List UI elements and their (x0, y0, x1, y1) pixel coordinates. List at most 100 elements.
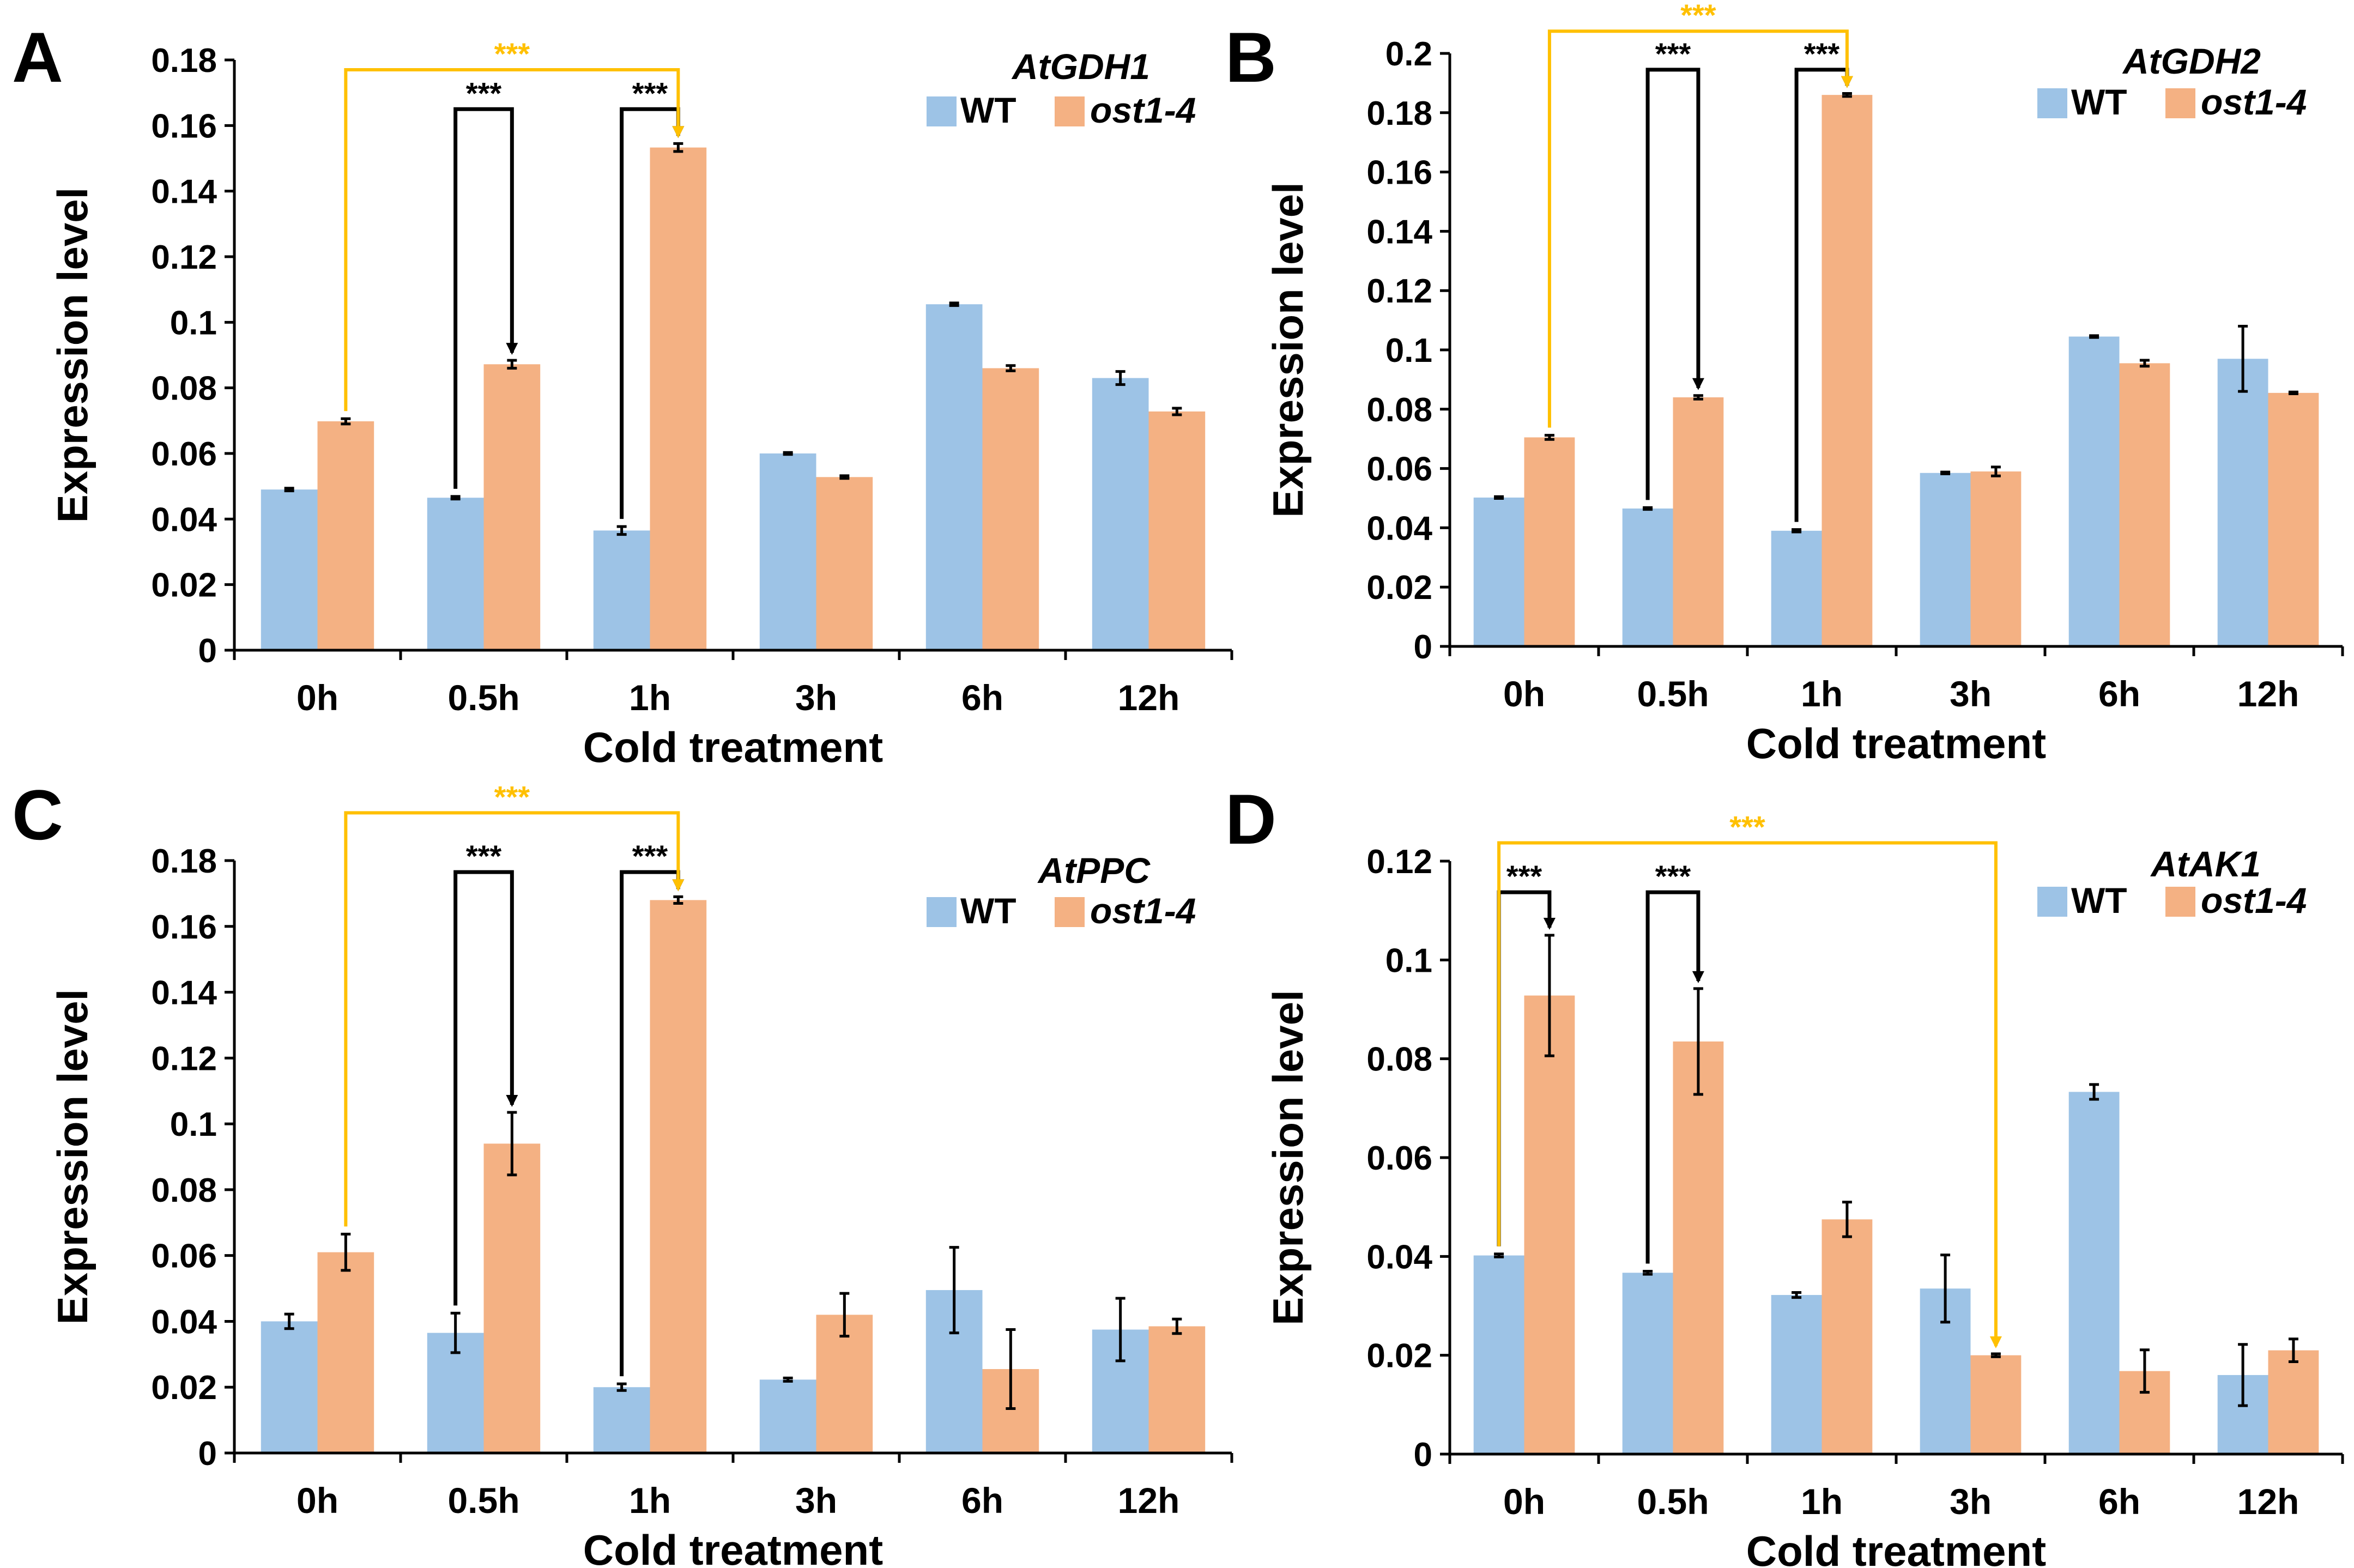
bracket-line (1645, 890, 1701, 1264)
error-bar (1792, 528, 1802, 534)
error-bar (507, 1111, 517, 1177)
y-tick-label: 0.14 (151, 974, 217, 1012)
bar-mutant-0h (317, 1252, 374, 1453)
x-tick-label: 0.5h (1637, 674, 1709, 714)
error-bar (949, 301, 959, 307)
legend-swatch-wt (927, 96, 957, 126)
x-tick-label: 3h (1950, 1481, 1992, 1522)
significance-bracket-near: *** (453, 839, 518, 1306)
bar-wt-6h (925, 304, 983, 650)
bracket-arrowhead (1841, 76, 1853, 88)
significance-bracket-near: *** (453, 76, 518, 489)
error-bar (1006, 364, 1016, 372)
y-tick-label: 0.04 (1366, 510, 1432, 547)
error-bar (2288, 1337, 2298, 1363)
legend-swatch-wt (2037, 88, 2067, 118)
bar-wt-0h (261, 1321, 318, 1453)
bracket-arrowhead (506, 343, 518, 355)
y-tick-label: 0.2 (1385, 35, 1432, 73)
legend-swatch-mutant (2165, 88, 2195, 118)
error-bar (1115, 1297, 1125, 1363)
significance-label: *** (1680, 0, 1716, 32)
bar-wt-0h (1473, 497, 1524, 646)
bracket-arrowhead (506, 1094, 518, 1107)
error-bar (1842, 92, 1852, 98)
bar-wt-0p5h (1622, 1273, 1673, 1454)
significance-label: *** (494, 779, 530, 814)
y-tick-label: 0.08 (151, 1172, 217, 1209)
significance-label: *** (1804, 37, 1840, 71)
y-tick-label: 0.06 (1366, 451, 1432, 488)
bracket-arrowhead (1543, 918, 1556, 930)
bar-mutant-0p5h (1673, 397, 1724, 646)
bracket-arrowhead (672, 126, 685, 138)
error-bar (1006, 1328, 1016, 1410)
legend-swatch-mutant (1055, 897, 1085, 927)
bar-mutant-6h (2119, 363, 2170, 646)
legend-label-wt: WT (960, 90, 1016, 130)
y-axis-title: Expression level (1264, 182, 1312, 518)
y-tick-label: 0 (1414, 1436, 1432, 1474)
x-tick-label: 12h (1118, 1480, 1180, 1521)
bar-mutant-3h (1970, 1355, 2022, 1454)
error-bar (341, 1232, 351, 1272)
error-bar (1494, 1252, 1504, 1258)
x-tick-label: 0.5h (1637, 1481, 1709, 1522)
y-tick-label: 0.14 (151, 173, 217, 211)
bracket-arrowhead (1692, 378, 1704, 390)
bar-wt-12h (1092, 378, 1149, 650)
bar-wt-3h (759, 453, 816, 650)
x-tick-label: 12h (1118, 677, 1180, 718)
x-tick-label: 12h (2237, 1481, 2299, 1522)
bar-wt-0h (1473, 1255, 1524, 1454)
y-tick-label: 0.18 (1366, 95, 1432, 132)
error-bar (673, 895, 683, 905)
panel-letter: D (1225, 779, 1276, 859)
bar-wt-6h (2068, 336, 2120, 646)
x-axis-title: Cold treatment (583, 723, 883, 771)
bar-mutant-1h (650, 900, 707, 1453)
y-tick-label: 0.08 (1366, 1041, 1432, 1079)
y-tick-label: 0.12 (1366, 273, 1432, 310)
panel-d: D 0 0.02 0.04 0.06 0.08 0.1 0.12 0h 0.5h 1h 3h 6h 12h… (1225, 779, 2344, 1568)
significance-label: *** (466, 76, 502, 110)
error-bar (2089, 334, 2099, 339)
error-bar (2238, 1343, 2248, 1407)
y-tick-label: 0.16 (1366, 154, 1432, 192)
y-tick-label: 0 (1414, 628, 1432, 666)
error-bar (839, 474, 850, 480)
bar-mutant-3h (1970, 471, 2022, 646)
panel-b: B 0 0.02 0.04 0.06 0.08 0.1 0.12 0.14 0.16 0.18 0.2… (1225, 0, 2344, 767)
x-tick-label: 0h (296, 1480, 338, 1521)
error-bar (783, 451, 793, 456)
error-bar (284, 487, 294, 493)
y-tick-label: 0 (198, 632, 217, 670)
legend-label-mutant: ost1-4 (1090, 891, 1196, 931)
significance-label: *** (632, 839, 668, 873)
bracket-line (453, 870, 514, 1306)
error-bar (1172, 1317, 1182, 1335)
error-bar (1990, 1352, 2001, 1358)
error-bar (1544, 434, 1554, 441)
error-bar (673, 142, 683, 153)
x-tick-label: 6h (2098, 674, 2140, 714)
bar-wt-3h (1920, 473, 1971, 646)
x-tick-label: 0h (1503, 674, 1545, 714)
y-tick-label: 0.04 (1366, 1238, 1432, 1276)
bar-mutant-0p5h (483, 1143, 541, 1453)
bar-wt-3h (759, 1379, 816, 1453)
bar-wt-1h (1771, 1295, 1822, 1454)
x-tick-label: 6h (961, 677, 1003, 718)
error-bar (2139, 359, 2150, 368)
y-tick-label: 0 (198, 1435, 217, 1473)
y-tick-label: 0.02 (151, 567, 217, 604)
panel-a: A 0 0.02 0.04 0.06 0.08 0.1 0.12 0.14 0.16 0.18 0h 0… (12, 17, 1233, 771)
significance-label: *** (1729, 809, 1765, 844)
gene-title: AtGDH1 (1011, 46, 1150, 87)
error-bar (1693, 987, 1703, 1096)
error-bar (2139, 1348, 2150, 1394)
x-tick-label: 3h (1950, 674, 1992, 714)
error-bar (2089, 1083, 2099, 1101)
bracket-line (344, 811, 680, 1227)
legend-label-wt: WT (960, 891, 1016, 931)
